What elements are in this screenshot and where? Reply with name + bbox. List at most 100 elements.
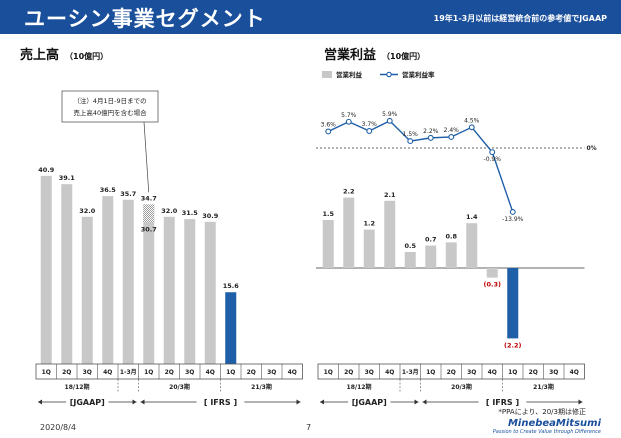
sales-category-label: 3Q <box>267 369 276 376</box>
profit-standard-arrow-right <box>578 399 583 405</box>
margin-label: -0.9% <box>484 156 502 163</box>
sales-value-label: 32.0 <box>161 207 178 215</box>
sales-group-label: 21/3期 <box>251 383 272 391</box>
sales-bar <box>143 204 155 364</box>
profit-standard-label: [JGAAP] <box>352 398 387 407</box>
sales-standard-arrow-right <box>132 399 137 405</box>
profit-category-box <box>317 363 585 380</box>
margin-point <box>407 138 414 145</box>
sales-bar <box>225 292 237 364</box>
margin-point <box>427 134 434 141</box>
margin-line <box>327 120 514 213</box>
profit-value-label: 2.2 <box>343 188 355 196</box>
sales-standard-arrow-left <box>38 399 42 405</box>
sales-category-label: 1Q <box>144 369 153 376</box>
profit-bar <box>322 220 334 268</box>
sales-annotation-line: （注）4月1日-9日までの <box>73 96 146 105</box>
profit-value-label: 2.1 <box>384 191 396 199</box>
profit-category-label: 3Q <box>365 369 374 376</box>
profit-category-label: 1-3月 <box>402 368 419 376</box>
margin-label: 3.7% <box>362 121 378 128</box>
sales-standard-arrow-right <box>296 399 301 405</box>
sales-bar <box>122 199 134 364</box>
profit-group-label: 21/3期 <box>533 383 554 391</box>
profit-bar <box>363 229 375 268</box>
sales-title-text: 売上高 <box>20 48 60 63</box>
sales-annotation-leader <box>143 121 150 193</box>
profit-standard-arrow-left <box>422 399 427 405</box>
sales-bar <box>40 175 52 364</box>
profit-bar <box>445 242 457 268</box>
margin-label: 2.4% <box>444 127 460 134</box>
sales-inner-label: 30.7 <box>141 225 157 233</box>
margin-point <box>386 117 393 124</box>
footer-date: 2020/8/4 <box>40 423 76 432</box>
sales-category-label: 2Q <box>247 369 256 376</box>
profit-value-label: 1.5 <box>322 210 334 218</box>
profit-standard-label-bg <box>478 397 527 407</box>
legend-bar-label: 営業利益 <box>336 70 363 79</box>
margin-label: -13.9% <box>502 216 524 223</box>
sales-unit: （10億円） <box>65 52 109 61</box>
sales-category-box <box>35 363 303 380</box>
sales-category-label: 4Q <box>103 369 112 376</box>
sales-standard-label-bg <box>196 397 245 407</box>
legend-bar-swatch <box>322 71 332 78</box>
sales-category-label: 1-3月 <box>120 368 137 376</box>
margin-point <box>448 134 455 140</box>
sales-value-label: 15.6 <box>223 282 240 290</box>
margin-point <box>509 208 516 215</box>
sales-category-label: 4Q <box>206 369 215 376</box>
sales-group-label: 18/12期 <box>65 383 90 391</box>
margin-label: 3.6% <box>321 121 337 128</box>
sales-bar <box>102 196 114 364</box>
margin-label: 4.5% <box>464 117 480 124</box>
sales-value-label: 34.7 <box>141 194 157 202</box>
profit-value-label: 0.5 <box>404 242 416 250</box>
margin-point <box>325 128 332 135</box>
profit-title-text: 営業利益 <box>324 48 377 63</box>
profit-value-label: (2.2) <box>504 341 521 349</box>
sales-bar <box>81 216 93 364</box>
sales-bar <box>61 184 73 364</box>
sales-group-label: 20/3期 <box>169 383 190 391</box>
profit-bar <box>507 268 519 339</box>
profit-chart-title: 営業利益 （10億円） <box>324 44 425 63</box>
profit-category-label: 4Q <box>570 369 579 376</box>
header-bar: ユーシン事業セグメント 19年1-3月以前は経営統合前の参考値でJGAAP <box>0 0 621 34</box>
legend-line-label: 営業利益率 <box>402 70 435 79</box>
sales-category-label: 4Q <box>288 369 297 376</box>
profit-value-label: (0.3) <box>484 281 501 289</box>
margin-point <box>366 128 373 134</box>
profit-group-label: 20/3期 <box>451 383 472 391</box>
profit-bar <box>466 223 478 268</box>
sales-category-label: 2Q <box>62 369 71 376</box>
header-note: 19年1-3月以前は経営統合前の参考値でJGAAP <box>433 14 607 23</box>
profit-value-label: 1.4 <box>466 213 478 221</box>
brand-logo: MinebeaMitsumi Passion to Create Value t… <box>493 418 601 435</box>
profit-value-label: 1.2 <box>363 220 375 228</box>
sales-annotation-line: 売上高40億円を含む場合 <box>73 108 147 117</box>
profit-bar <box>425 245 437 268</box>
profit-standard-arrow-right <box>414 399 419 405</box>
sales-standard-label-bg <box>66 397 109 407</box>
sales-hatched-segment <box>143 204 155 223</box>
profit-bar <box>384 200 396 268</box>
profit-category-label: 1Q <box>426 369 435 376</box>
margin-label: 1.5% <box>403 131 419 138</box>
page-title: ユーシン事業セグメント <box>24 7 266 31</box>
profit-category-label: 3Q <box>467 369 476 376</box>
margin-point <box>489 149 496 156</box>
profit-standard-arrow-left <box>320 399 324 405</box>
profit-standard-label: [ IFRS ] <box>486 398 519 407</box>
profit-category-label: 4Q <box>385 369 394 376</box>
sales-chart-title: 売上高 （10億円） <box>20 44 108 63</box>
profit-unit: （10億円） <box>382 52 426 61</box>
sales-standard-label: [JGAAP] <box>70 398 105 407</box>
profit-category-label: 2Q <box>344 369 353 376</box>
profit-category-label: 4Q <box>488 369 497 376</box>
profit-group-label: 18/12期 <box>347 383 372 391</box>
sales-bar <box>184 219 196 364</box>
profit-footnote: *PPAにより、20/3期は修正 <box>498 407 586 416</box>
